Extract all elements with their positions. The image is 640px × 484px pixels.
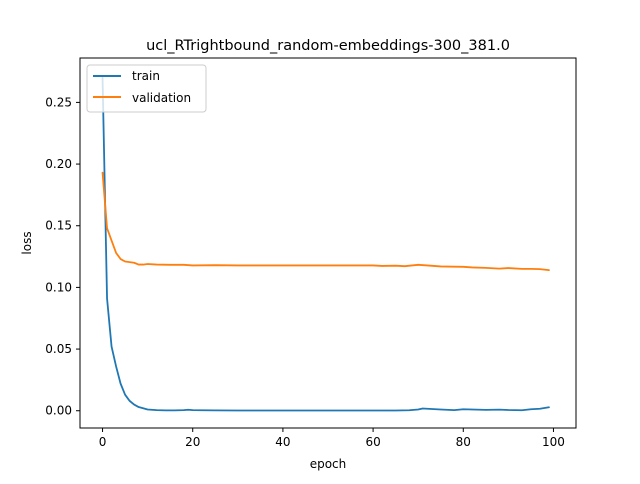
series-layer [101, 76, 550, 412]
x-axis: 0 20 40 60 80 100 [99, 428, 565, 449]
y-tick-label: 0.05 [45, 342, 72, 356]
chart-title: ucl_RTrightbound_random-embeddings-300_3… [146, 38, 510, 54]
y-tick-label: 0.00 [45, 404, 72, 418]
series-line-validation [101, 171, 550, 272]
x-tick-label: 40 [275, 435, 290, 449]
y-axis-label: loss [20, 231, 34, 254]
x-tick-label: 20 [185, 435, 200, 449]
plot-area: 0 20 40 60 80 100 0.00 0.05 0.10 0.15 0.20 0.25 [45, 57, 577, 449]
x-tick-label: 100 [542, 435, 565, 449]
x-tick-label: 60 [365, 435, 380, 449]
x-tick-label: 80 [456, 435, 471, 449]
y-tick-label: 0.25 [45, 95, 72, 109]
legend-label-train: train [132, 69, 160, 83]
plot-frame [79, 57, 577, 429]
y-tick-label: 0.15 [45, 219, 72, 233]
y-tick-label: 0.20 [45, 157, 72, 171]
x-axis-label: epoch [310, 457, 347, 471]
legend: train validation [86, 64, 207, 113]
legend-label-validation: validation [132, 91, 191, 105]
y-axis: 0.00 0.05 0.10 0.15 0.20 0.25 [45, 95, 80, 418]
y-tick-label: 0.10 [45, 280, 72, 294]
series-line-train [101, 76, 550, 412]
x-tick-label: 0 [99, 435, 107, 449]
